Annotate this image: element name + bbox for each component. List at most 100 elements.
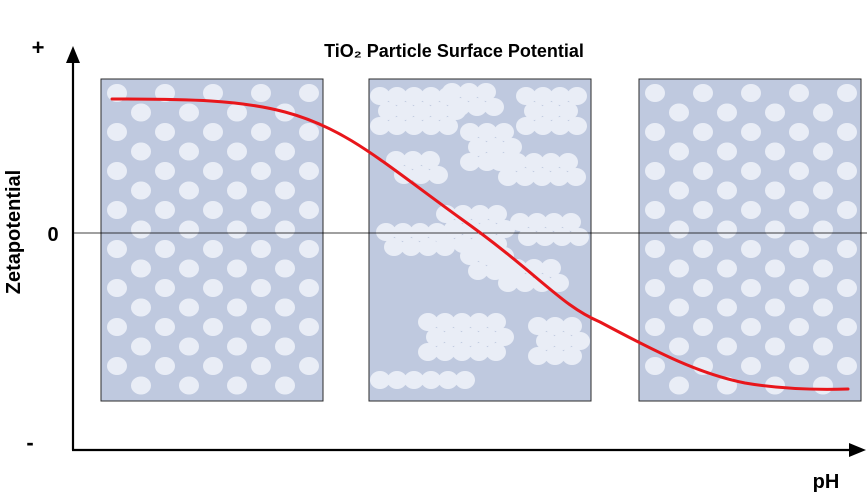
- particle-agglomerated: [550, 117, 570, 135]
- particle-dispersed: [789, 318, 809, 336]
- particle-agglomerated: [541, 153, 561, 171]
- particle-dispersed: [789, 357, 809, 375]
- particle-dispersed: [837, 318, 857, 336]
- particle-dispersed: [669, 142, 689, 161]
- particle-dispersed: [107, 240, 127, 258]
- particle-agglomerated: [418, 238, 438, 256]
- particle-dispersed: [203, 162, 223, 180]
- particle-agglomerated: [516, 117, 536, 135]
- particle-agglomerated: [490, 259, 510, 277]
- particle-agglomerated: [469, 343, 489, 361]
- particle-dispersed: [299, 240, 319, 258]
- particle-dispersed: [179, 298, 199, 317]
- particle-agglomerated: [443, 328, 463, 346]
- particle-agglomerated: [545, 347, 565, 365]
- particle-dispersed: [765, 337, 785, 356]
- particle-dispersed: [717, 298, 737, 317]
- particle-agglomerated: [516, 87, 536, 105]
- particle-agglomerated: [460, 247, 480, 265]
- particle-agglomerated: [515, 168, 535, 186]
- particle-dispersed: [693, 240, 713, 258]
- particle-agglomerated: [486, 313, 506, 331]
- particle-dispersed: [131, 376, 151, 395]
- particle-dispersed: [693, 318, 713, 336]
- particle-dispersed: [155, 357, 175, 375]
- y-axis-plus-sign: +: [32, 35, 45, 60]
- particle-agglomerated: [550, 87, 570, 105]
- particle-agglomerated: [544, 213, 564, 231]
- particle-dispersed: [789, 279, 809, 297]
- particle-dispersed: [203, 201, 223, 219]
- particle-dispersed: [789, 162, 809, 180]
- particle-dispersed: [203, 357, 223, 375]
- particle-agglomerated: [524, 102, 544, 120]
- particle-dispersed: [203, 240, 223, 258]
- particle-agglomerated: [386, 151, 406, 169]
- particle-dispersed: [299, 279, 319, 297]
- particle-dispersed: [179, 181, 199, 200]
- particle-dispersed: [837, 123, 857, 141]
- particle-agglomerated: [486, 343, 506, 361]
- particle-dispersed: [227, 337, 247, 356]
- particle-agglomerated: [384, 238, 404, 256]
- particle-dispersed: [203, 84, 223, 102]
- particle-dispersed: [717, 337, 737, 356]
- particle-dispersed: [251, 162, 271, 180]
- particle-dispersed: [227, 181, 247, 200]
- particle-dispersed: [789, 123, 809, 141]
- particle-agglomerated: [566, 168, 586, 186]
- particle-dispersed: [645, 279, 665, 297]
- particle-dispersed: [155, 318, 175, 336]
- particle-dispersed: [251, 201, 271, 219]
- particle-agglomerated: [393, 223, 413, 241]
- particle-dispersed: [765, 181, 785, 200]
- particle-dispersed: [179, 142, 199, 161]
- particle-dispersed: [227, 298, 247, 317]
- particle-agglomerated: [460, 123, 480, 141]
- particle-dispersed: [669, 181, 689, 200]
- particle-dispersed: [645, 162, 665, 180]
- particle-dispersed: [251, 123, 271, 141]
- particle-agglomerated: [477, 247, 497, 265]
- particle-dispersed: [131, 337, 151, 356]
- particle-agglomerated: [387, 87, 407, 105]
- particle-dispersed: [179, 103, 199, 122]
- particle-agglomerated: [495, 220, 515, 238]
- particle-agglomerated: [426, 328, 446, 346]
- particle-agglomerated: [507, 259, 527, 277]
- particle-dispersed: [155, 279, 175, 297]
- particle-agglomerated: [485, 138, 505, 156]
- particle-dispersed: [299, 162, 319, 180]
- particle-agglomerated: [453, 205, 473, 223]
- particle-dispersed: [251, 84, 271, 102]
- particle-dispersed: [717, 259, 737, 278]
- particle-dispersed: [789, 240, 809, 258]
- particle-dispersed: [741, 357, 761, 375]
- particle-dispersed: [765, 103, 785, 122]
- particle-dispersed: [227, 220, 247, 239]
- particle-dispersed: [299, 201, 319, 219]
- particle-agglomerated: [494, 123, 514, 141]
- particle-dispersed: [765, 142, 785, 161]
- y-axis-zero-label: 0: [47, 224, 58, 246]
- particle-agglomerated: [436, 205, 456, 223]
- particle-dispersed: [717, 181, 737, 200]
- particle-agglomerated: [494, 328, 514, 346]
- particle-agglomerated: [558, 102, 578, 120]
- particle-agglomerated: [535, 228, 555, 246]
- particle-dispersed: [227, 103, 247, 122]
- particle-dispersed: [813, 259, 833, 278]
- particle-agglomerated: [570, 332, 590, 350]
- particle-dispersed: [741, 162, 761, 180]
- particle-agglomerated: [484, 98, 504, 116]
- particle-dispersed: [693, 201, 713, 219]
- particle-dispersed: [693, 123, 713, 141]
- particle-agglomerated: [536, 332, 556, 350]
- particle-agglomerated: [498, 168, 518, 186]
- particle-dispersed: [251, 279, 271, 297]
- particle-dispersed: [741, 318, 761, 336]
- particle-dispersed: [669, 103, 689, 122]
- particle-dispersed: [837, 240, 857, 258]
- particle-dispersed: [813, 376, 833, 395]
- particle-agglomerated: [545, 317, 565, 335]
